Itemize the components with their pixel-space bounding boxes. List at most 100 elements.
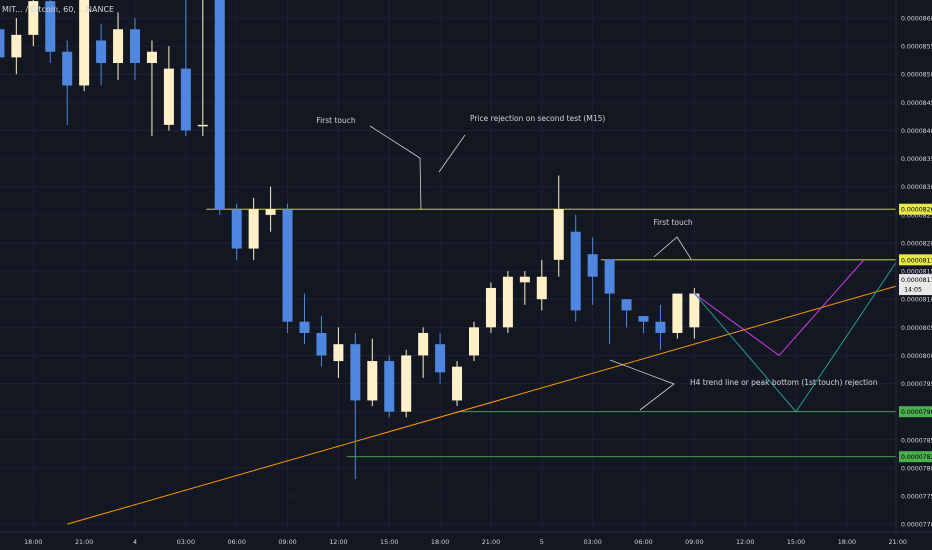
time-tick-label-15: 15:00 (787, 538, 805, 546)
price-tick-label-16: 0.0000780 (901, 465, 932, 472)
candle-body-11 (180, 68, 191, 131)
candle-body-15 (248, 209, 259, 249)
time-tick-label-2: 4 (133, 538, 137, 546)
time-tick-label-11: 03:00 (583, 538, 601, 546)
candle-body-21 (350, 344, 361, 401)
candle-body-7 (113, 29, 124, 63)
price-tick-label-3: 0.0000845 (901, 100, 932, 107)
candle-body-41 (689, 293, 700, 328)
time-axis-bg (0, 532, 932, 550)
path-magenta[interactable] (694, 259, 865, 357)
candle-body-19 (316, 332, 327, 356)
callout-rejection-line (438, 134, 466, 173)
time-tick-label-6: 12:00 (329, 538, 347, 546)
price-tick-label-2: 0.0000850 (901, 72, 932, 79)
resistance-lower-price-tag (899, 254, 932, 266)
time-axis[interactable]: 18:00 21:00 4 03:00 06:00 09:00 12:00 15:00 18:0… (0, 531, 932, 550)
support-upper-price-tag (899, 406, 932, 418)
time-tick-label-1: 21:00 (75, 538, 93, 546)
candle-body-30 (502, 276, 513, 328)
candle-body-29 (485, 287, 496, 328)
candle-body-4 (62, 51, 73, 86)
price-tick-label-1: 0.0000855 (901, 44, 932, 51)
time-tick-label-4: 06:00 (227, 538, 245, 546)
candle-body-33 (553, 209, 564, 260)
annotation-rejection: Price rejection on second test (M15) (470, 114, 605, 123)
candle-body-28 (469, 327, 479, 356)
candle-body-22 (367, 361, 378, 401)
resistance-upper-price-tag-text: 0.0000826 (901, 207, 932, 214)
candle-body-25 (418, 332, 429, 356)
candle-body-20 (333, 344, 344, 362)
price-tick-label-0: 0.0000860 (901, 16, 932, 23)
trend-line[interactable] (67, 271, 932, 525)
candle-body-23 (384, 361, 395, 412)
candle-body-37 (621, 299, 632, 311)
price-tick-label-5: 0.0000835 (901, 156, 932, 163)
price-tick-label-4: 0.0000840 (901, 128, 932, 135)
resistance-upper-price-tag (899, 203, 932, 215)
time-tick-label-14: 12:00 (736, 538, 754, 546)
current-price-tag (899, 274, 932, 296)
price-tick-label-18: 0.0000770 (901, 522, 932, 529)
projection-paths[interactable] (694, 259, 899, 413)
candle-body-8 (130, 29, 140, 63)
symbol-title: MIT... / Bitcoin, 60, ...NANCE (2, 5, 115, 14)
annotations: First touch Price rejection on second te… (316, 114, 877, 387)
price-tick-label-15: 0.0000785 (901, 437, 932, 444)
price-tick-label-12: 0.0000800 (901, 353, 932, 360)
candle-body-9 (146, 51, 157, 63)
price-tick-label-10: 0.0000810 (901, 297, 932, 304)
countdown-text: 14:05 (904, 287, 922, 294)
grid (0, 0, 899, 532)
candle-body-27 (452, 366, 463, 401)
candle-body-17 (282, 209, 293, 322)
candle-body-0 (0, 29, 5, 58)
candle-body-16 (265, 209, 276, 215)
candle-body-40 (672, 293, 683, 333)
current-price-text: 0.0000811 (901, 277, 932, 284)
trend-line-group[interactable] (67, 271, 932, 525)
time-tick-label-8: 18:00 (431, 538, 449, 546)
candle-body-12 (197, 124, 208, 127)
candle-body-10 (163, 68, 174, 125)
annotation-first-touch-2: First touch (653, 218, 693, 227)
time-tick-label-10: 5 (540, 538, 544, 546)
callout-first-touch-line (369, 125, 422, 211)
price-tick-label-7: 0.0000825 (901, 212, 932, 219)
price-tick-label-13: 0.0000795 (901, 381, 932, 388)
price-labels: 0.0000826 0.0000817 0.0000790 0.0000782 0.00… (899, 203, 932, 463)
candle-body-14 (231, 209, 242, 249)
time-tick-label-7: 15:00 (380, 538, 398, 546)
support-upper-price-tag-text: 0.0000790 (901, 409, 932, 416)
callout-lines (369, 125, 692, 411)
time-tick-label-0: 18:00 (24, 538, 42, 546)
horizontal-lines[interactable] (206, 208, 896, 458)
candle-body-36 (604, 259, 615, 294)
candle-body-24 (401, 355, 412, 412)
path-teal[interactable] (694, 259, 899, 413)
price-tick-label-11: 0.0000805 (901, 325, 932, 332)
time-tick-label-12: 06:00 (634, 538, 652, 546)
candle-body-1 (11, 34, 22, 58)
time-tick-label-5: 09:00 (278, 538, 296, 546)
candle-body-13 (214, 0, 225, 210)
annotation-h4: H4 trend line or peak bottom (1st touch)… (690, 378, 878, 387)
price-tick-label-17: 0.0000775 (901, 494, 932, 501)
candle-body-39 (655, 321, 666, 333)
support-lower-price-tag (899, 451, 932, 463)
price-tick-label-9: 0.0000815 (901, 269, 932, 276)
candles (0, 0, 700, 480)
price-tick-label-6: 0.0000830 (901, 184, 932, 191)
candle-body-38 (638, 316, 649, 322)
time-tick-label-3: 03:00 (177, 538, 195, 546)
time-tick-label-9: 21:00 (482, 538, 500, 546)
candle-body-32 (536, 276, 547, 300)
candle-body-31 (519, 276, 530, 283)
support-lower-price-tag-text: 0.0000782 (901, 454, 932, 461)
candle-body-18 (299, 321, 310, 333)
candle-body-5 (79, 0, 90, 86)
time-tick-label-17: 21:00 (889, 538, 907, 546)
